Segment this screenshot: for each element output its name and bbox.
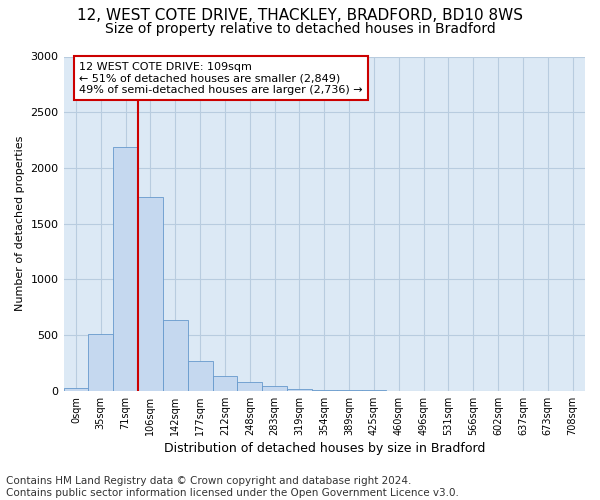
X-axis label: Distribution of detached houses by size in Bradford: Distribution of detached houses by size …	[164, 442, 485, 455]
Bar	[238, 382, 262, 391]
Y-axis label: Number of detached properties: Number of detached properties	[15, 136, 25, 312]
Bar	[64, 388, 88, 391]
Text: 12 WEST COTE DRIVE: 109sqm
← 51% of detached houses are smaller (2,849)
49% of s: 12 WEST COTE DRIVE: 109sqm ← 51% of deta…	[79, 62, 363, 94]
Bar	[312, 390, 337, 391]
Text: Contains HM Land Registry data © Crown copyright and database right 2024.
Contai: Contains HM Land Registry data © Crown c…	[6, 476, 459, 498]
Bar	[188, 362, 212, 391]
Text: Size of property relative to detached houses in Bradford: Size of property relative to detached ho…	[104, 22, 496, 36]
Bar	[212, 376, 238, 391]
Bar	[138, 197, 163, 391]
Bar	[262, 386, 287, 391]
Bar	[88, 334, 113, 391]
Text: 12, WEST COTE DRIVE, THACKLEY, BRADFORD, BD10 8WS: 12, WEST COTE DRIVE, THACKLEY, BRADFORD,…	[77, 8, 523, 22]
Bar	[113, 147, 138, 391]
Bar	[163, 320, 188, 391]
Bar	[287, 389, 312, 391]
